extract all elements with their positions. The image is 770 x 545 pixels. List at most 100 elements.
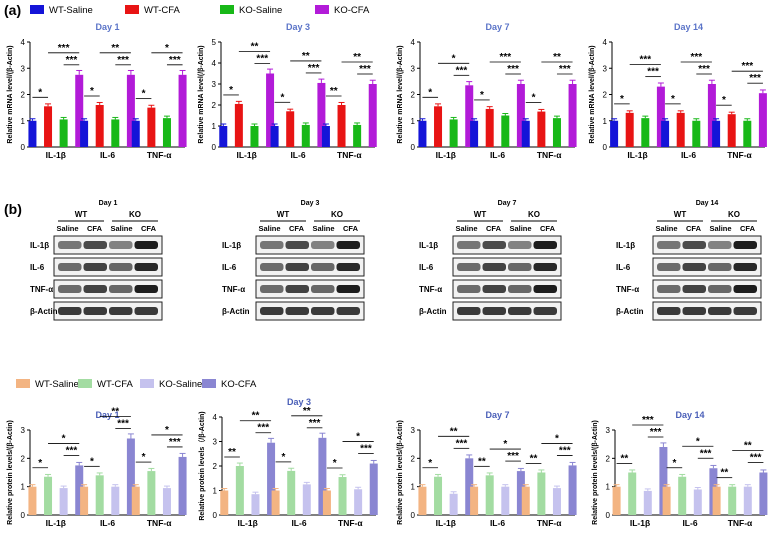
bar-wt-cfa — [434, 476, 443, 515]
bar-ko-saline — [302, 484, 311, 515]
blot-band — [457, 307, 481, 315]
sig-marker: * — [696, 436, 700, 447]
y-tick-label: 3 — [212, 80, 217, 89]
chart-3: Day 7 0 1 2 3 4 Relative mRNA level/(β-Actin) I… — [397, 22, 577, 160]
blot-band — [109, 263, 133, 271]
blot-strip — [255, 301, 365, 321]
bar-ko-saline — [111, 119, 120, 147]
bar-ko-cfa — [267, 442, 276, 515]
sig-marker: *** — [749, 73, 761, 84]
x-tick-label: IL-1β — [46, 518, 66, 528]
bar-ko-cfa — [178, 456, 187, 515]
genotype-label: KO — [129, 210, 141, 219]
sig-marker: * — [38, 458, 42, 469]
bar-ko-cfa — [75, 74, 84, 147]
x-tick-label: IL-1β — [436, 518, 456, 528]
sig-marker: *** — [499, 52, 511, 63]
y-tick-label: 2 — [213, 462, 218, 471]
blot-band — [533, 241, 557, 249]
bar-ko-saline — [111, 486, 120, 515]
sig-marker: *** — [507, 64, 519, 75]
x-tick-label: TNF-α — [537, 150, 562, 160]
sig-marker: *** — [169, 437, 181, 448]
blot-row-label: TNF-α — [616, 285, 639, 294]
chart-6: Day 3 0 1 2 3 4 Relative protein levels（/β-Act… — [198, 397, 378, 528]
lane-label: Saline — [455, 224, 477, 233]
y-tick-label: 1 — [21, 483, 26, 492]
blot-band — [109, 241, 133, 249]
sig-marker: * — [229, 85, 233, 96]
blot-band — [508, 241, 532, 249]
sig-marker: *** — [456, 438, 468, 449]
sig-marker: ** — [252, 411, 260, 422]
blot-band — [134, 285, 158, 293]
blot-band — [311, 307, 335, 315]
blot-band — [533, 263, 557, 271]
blot-row-label: IL-6 — [30, 263, 45, 272]
lane-label: CFA — [343, 224, 359, 233]
genotype-label: WT — [75, 210, 88, 219]
bar-wt-cfa — [676, 112, 685, 147]
blot-band — [336, 285, 360, 293]
x-tick-label: IL-6 — [100, 150, 115, 160]
bar-ko-saline — [59, 488, 68, 515]
bar-ko-saline — [449, 119, 458, 147]
sig-marker: *** — [642, 415, 654, 426]
lane-label: Saline — [312, 224, 334, 233]
sig-marker: *** — [559, 64, 571, 75]
bar-ko-saline — [501, 115, 510, 147]
blot-row-label: β-Actin — [419, 307, 447, 316]
lane-label: CFA — [540, 224, 556, 233]
bar-wt-cfa — [485, 108, 494, 147]
bar-ko-saline — [162, 118, 171, 147]
sig-marker: * — [280, 92, 284, 103]
blot-strip — [652, 235, 762, 255]
bar-wt-cfa — [286, 111, 295, 147]
bar-ko-cfa — [659, 447, 668, 515]
chart-7: Day 7 0 1 2 3 Relative protein levels/(β-Acti… — [397, 410, 577, 528]
bar-wt-cfa — [338, 477, 347, 515]
bar-wt-saline — [612, 486, 621, 515]
bar-wt-saline — [219, 126, 228, 147]
blot-band — [657, 307, 681, 315]
bar-wt-saline — [270, 126, 279, 147]
bar-ko-saline — [692, 120, 701, 147]
blot-band — [482, 263, 506, 271]
x-tick-label: TNF-α — [727, 150, 752, 160]
bar-wt-saline — [271, 490, 280, 515]
genotype-label: KO — [528, 210, 540, 219]
blot-row-label: IL-1β — [222, 241, 241, 250]
lane-label: Saline — [655, 224, 677, 233]
legend-swatch — [30, 5, 44, 14]
blot-band — [533, 307, 557, 315]
chart-2: Day 3 0 1 2 3 4 5 Relative mRNA level(/β-Actin)… — [198, 22, 377, 160]
sig-marker: * — [671, 94, 675, 105]
bar-ko-cfa — [568, 84, 577, 147]
sig-marker: *** — [117, 55, 129, 66]
blot-row-label: TNF-α — [30, 285, 53, 294]
bar-wt-saline — [661, 120, 670, 147]
blot-band — [733, 285, 757, 293]
x-tick-label: TNF-α — [147, 150, 172, 160]
bar-ko-cfa — [126, 438, 135, 515]
sig-marker: * — [38, 87, 42, 98]
sig-marker: * — [356, 432, 360, 443]
y-tick-label: 1 — [606, 483, 611, 492]
blot-day-3: Day 7 WT KO Saline CFA Saline CFA IL-1β IL-6 TNF-… — [419, 200, 562, 321]
sig-marker: *** — [58, 43, 70, 54]
chart-title: Day 1 — [95, 410, 119, 420]
sig-marker: * — [428, 87, 432, 98]
legend-swatch — [220, 5, 234, 14]
bar-ko-cfa — [317, 82, 326, 147]
blot-band — [285, 307, 309, 315]
bar-wt-cfa — [678, 476, 687, 515]
blot-band — [285, 241, 309, 249]
blot-day-title: Day 7 — [498, 200, 517, 207]
y-axis-label: Relative protein levels/(β-Actin) — [592, 420, 599, 525]
sig-marker: *** — [360, 444, 372, 455]
blot-band — [708, 285, 732, 293]
lane-label: Saline — [110, 224, 132, 233]
blot-band — [733, 241, 757, 249]
x-tick-label: IL-6 — [490, 518, 505, 528]
lane-label: CFA — [141, 224, 157, 233]
